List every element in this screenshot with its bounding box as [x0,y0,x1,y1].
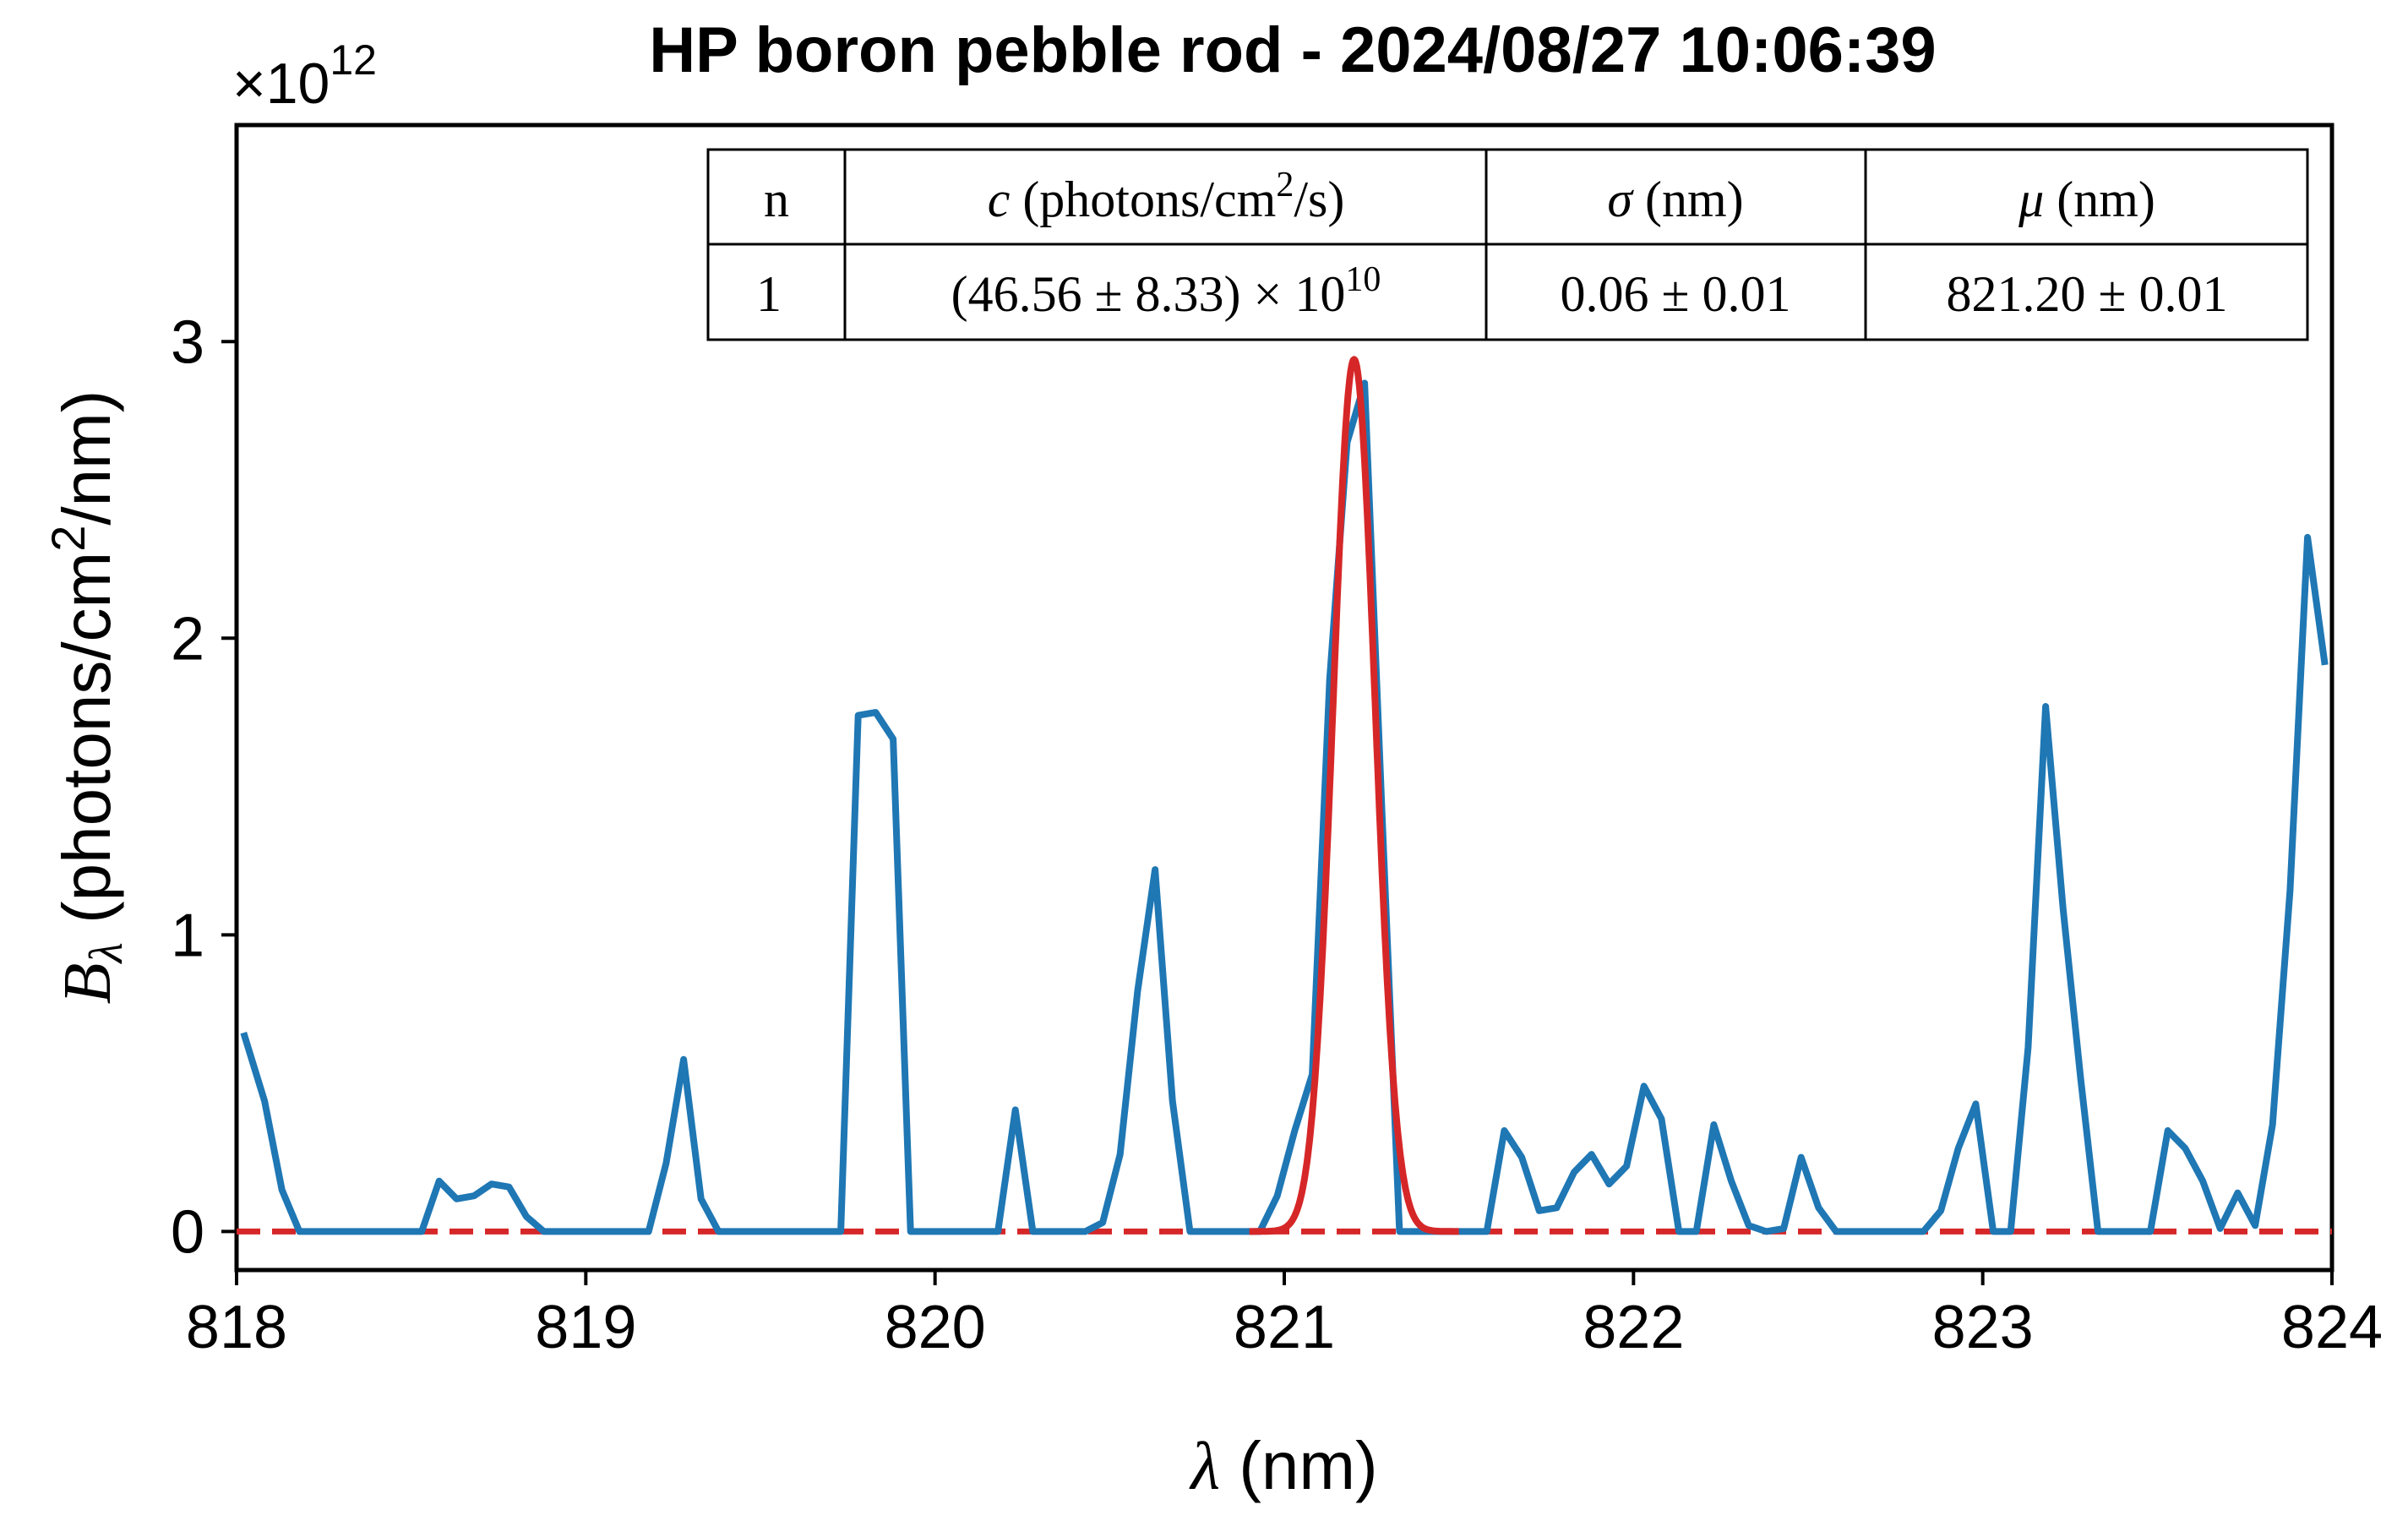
fit-table-header-mu-symbol: μ [2018,172,2044,227]
fit-table: n c (photons/cm2/s) σ (nm) μ (nm) 1 (46.… [706,148,2309,341]
x-tick-label: 820 [885,1294,986,1361]
y-tick-label: 0 [171,1198,204,1266]
fit-table-header-c-unit-end: /s) [1294,172,1344,227]
fit-table-header-c-unit-sup: 2 [1276,166,1294,204]
measured-spectrum-series-line [240,379,2329,1235]
x-tick-label: 822 [1583,1294,1684,1361]
fit-table-header-c-symbol: c [988,172,1011,227]
y-axis-label-unit-sup: 2 [41,526,95,552]
fit-table-cell-c-main: (46.56 ± 8.33) × 10 [951,266,1346,322]
chart-title: HP boron pebble rod - 2024/08/27 10:06:3… [649,14,1936,86]
y-axis-label-unit: (photons/cm [49,552,124,942]
y-tick-label: 3 [171,308,204,376]
fit-table-header-c-unit: (photons/cm [1010,172,1276,227]
y-tick-label: 2 [171,605,204,673]
fit-table-cell-sigma: 0.06 ± 0.01 [1561,266,1791,322]
y-multiplier-exponent: 12 [330,36,377,84]
x-tick-label: 818 [186,1294,287,1361]
fit-table-header-n: n [764,172,789,227]
gaussian-fit-series-line [1246,356,1462,1235]
fit-table-cell-n: 1 [756,266,782,322]
y-tick-label: 1 [171,902,204,969]
y-multiplier: ×1012 [232,36,377,116]
fit-table-header-mu-unit: (nm) [2044,172,2155,227]
fit-table-cell-mu: 821.20 ± 0.01 [1947,266,2228,322]
y-axis-ticks: 0 1 2 3 [171,308,237,1266]
y-axis-label-unit-end: /nm) [49,390,124,526]
fit-table-cell-c: (46.56 ± 8.33) × 1010 [951,260,1381,322]
x-axis-label: λ (nm) [1189,1428,1377,1504]
fit-table-cell-c-exp: 10 [1345,260,1381,299]
x-tick-label: 819 [535,1294,636,1361]
y-axis-label: Bλ (photons/cm2/nm) [41,390,133,1005]
fit-table-header-mu: μ (nm) [2018,172,2155,227]
x-tick-label: 821 [1234,1294,1335,1361]
y-axis-label-subscript: λ [80,942,133,964]
series-layer [237,356,2332,1235]
x-tick-label: 823 [1932,1294,2034,1361]
x-axis-label-unit: (nm) [1220,1428,1378,1503]
y-multiplier-base: ×10 [232,52,330,116]
x-axis-ticks: 818 819 820 821 822 823 824 [186,1270,2383,1361]
fit-table-header-sigma-symbol: σ [1607,172,1634,227]
fit-table-header-c: c (photons/cm2/s) [988,166,1345,227]
x-axis-label-symbol: λ [1189,1430,1220,1504]
fit-table-header-sigma-unit: (nm) [1632,172,1744,227]
fit-table-header-sigma: σ (nm) [1607,172,1743,227]
y-axis-label-symbol: B [51,962,125,1004]
x-tick-label: 824 [2281,1294,2383,1361]
